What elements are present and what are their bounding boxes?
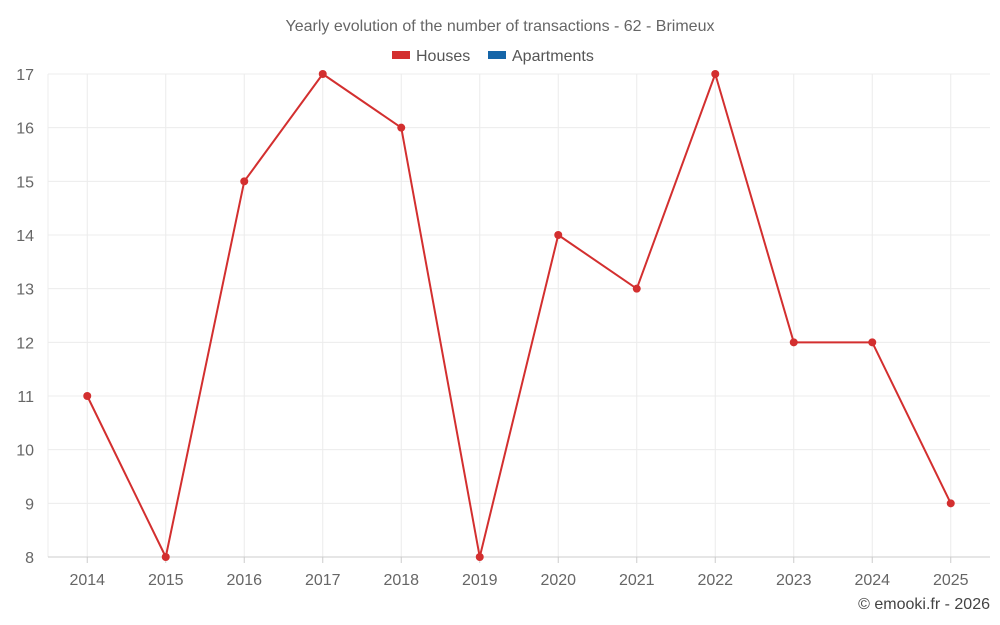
x-tick-label: 2021 <box>619 572 655 589</box>
data-point[interactable] <box>397 123 406 132</box>
x-tick-label: 2019 <box>462 572 498 589</box>
y-tick-label: 9 <box>25 496 34 513</box>
legend-swatch-houses <box>392 51 410 59</box>
y-tick-label: 14 <box>16 228 34 245</box>
x-tick-label: 2015 <box>148 572 184 589</box>
y-tick-label: 12 <box>16 335 34 352</box>
y-tick-label: 10 <box>16 443 34 460</box>
legend-label-houses: Houses <box>416 48 470 65</box>
x-tick-label: 2020 <box>540 572 576 589</box>
legend-item-apartments[interactable]: Apartments <box>488 48 594 65</box>
y-tick-label: 8 <box>25 550 34 567</box>
legend-item-houses[interactable]: Houses <box>392 48 470 65</box>
chart-title: Yearly evolution of the number of transa… <box>286 18 715 35</box>
series-houses <box>83 70 955 561</box>
y-tick-label: 17 <box>16 67 34 84</box>
legend: Houses Apartments <box>392 48 594 65</box>
x-tick-label: 2023 <box>776 572 812 589</box>
data-point[interactable] <box>946 499 955 508</box>
data-point[interactable] <box>161 553 170 561</box>
data-point[interactable] <box>554 231 563 239</box>
x-tick-label: 2014 <box>69 572 105 589</box>
y-tick-label: 11 <box>17 389 34 406</box>
x-tick-label: 2024 <box>854 572 890 589</box>
y-tick-label: 13 <box>16 282 34 299</box>
grid <box>48 73 990 558</box>
y-tick-label: 16 <box>16 121 34 138</box>
x-tick-label: 2016 <box>226 572 262 589</box>
x-tick-label: 2022 <box>697 572 733 589</box>
x-tick-label: 2025 <box>933 572 969 589</box>
y-axis: 8 9 10 11 12 13 14 15 16 17 <box>16 67 49 567</box>
series-line-houses <box>86 73 952 558</box>
data-point[interactable] <box>240 177 249 186</box>
y-tick-label: 15 <box>16 174 34 191</box>
data-point[interactable] <box>868 338 877 347</box>
x-tick-label: 2017 <box>305 572 341 589</box>
legend-swatch-apartments <box>488 51 506 59</box>
data-point[interactable] <box>475 553 484 561</box>
legend-label-apartments: Apartments <box>512 48 594 65</box>
x-tick-label: 2018 <box>383 572 419 589</box>
data-point[interactable] <box>83 392 92 400</box>
credit-text: © emooki.fr - 2026 <box>858 596 990 613</box>
data-point[interactable] <box>632 284 641 293</box>
x-axis: 2014 2015 2016 2017 2018 2019 2020 2021 2022 2023… <box>48 556 990 589</box>
data-point[interactable] <box>318 70 327 78</box>
data-point[interactable] <box>789 338 798 347</box>
data-point[interactable] <box>711 70 720 78</box>
